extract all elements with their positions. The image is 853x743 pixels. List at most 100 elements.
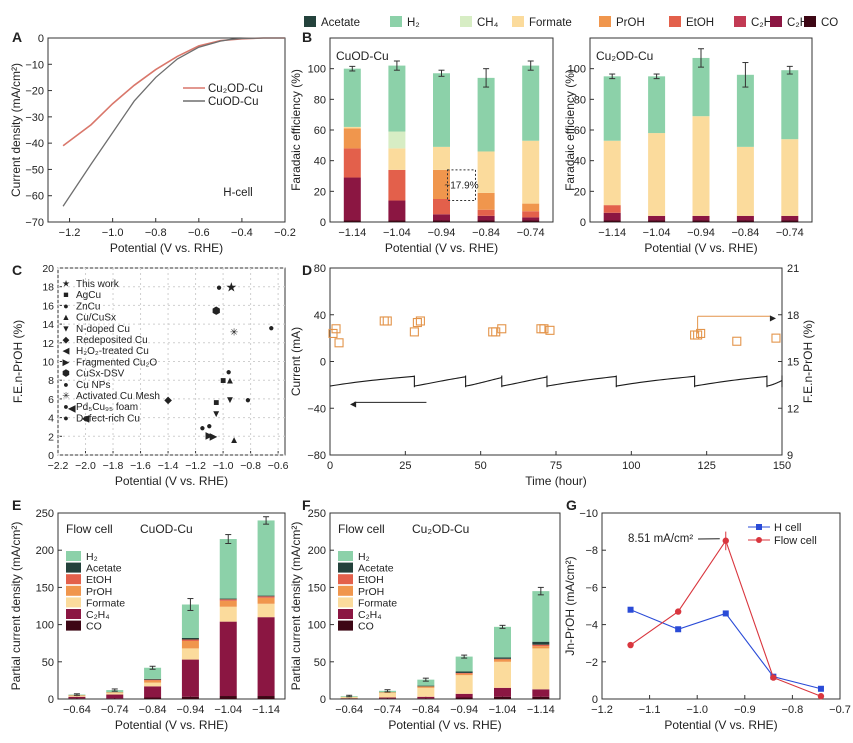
legend-label: CO [86, 621, 102, 633]
x-tick-label: −0.9 [734, 704, 756, 716]
legend-marker-0: ★ [62, 279, 70, 289]
x-tick-label: 25 [399, 460, 411, 472]
bar-segment [340, 696, 358, 699]
x-tick-label: −1.0 [102, 227, 124, 239]
bar-segment [736, 220, 754, 222]
legend-swatch [338, 597, 353, 608]
bar-segment [781, 215, 799, 221]
bar-segment [219, 598, 237, 600]
y-tick-label: 0 [320, 694, 326, 706]
fe-point [732, 336, 742, 346]
x-tick-label: −1.04 [643, 227, 671, 239]
bar-segment [219, 606, 237, 622]
y-tick-label: 0 [592, 694, 598, 706]
bar-segment [603, 205, 621, 213]
y-tick-label: 6 [48, 394, 54, 406]
bar-segment [417, 686, 435, 688]
bar-segment [379, 698, 396, 699]
x-tick-label: −1.1 [639, 704, 661, 716]
y-tick-label: 20 [574, 186, 586, 198]
x-tick-label: −2.2 [48, 460, 69, 472]
bar-segment [417, 679, 435, 686]
bar-segment [106, 693, 124, 695]
current-trace [616, 375, 695, 387]
x-tick-label: −0.64 [335, 704, 363, 716]
fe-point [536, 324, 546, 334]
bar-segment [181, 640, 199, 649]
legend-marker-1: ■ [63, 290, 68, 300]
bar-segment [388, 65, 406, 132]
x-axis-label: Potential (V vs. RHE) [644, 241, 757, 255]
data-point: ● [226, 367, 232, 378]
chart-title: Cu₂OD-Cu [412, 522, 469, 536]
panel-a: −1.2 −1.0 −0.8 −0.6 −0.4 −0.2 0 −10 −20 −30 −40 −50… [9, 33, 296, 255]
x-tick-label: −1.14 [598, 227, 626, 239]
y-tick-label: −10 [579, 508, 598, 520]
y-tick-label: 150 [36, 582, 54, 594]
y2-tick-label: 9 [787, 450, 793, 462]
bar-segment [648, 133, 666, 216]
y-axis-label: Faradaic efficiency (%) [289, 69, 303, 191]
y-tick-label: −80 [307, 450, 326, 462]
top-legend: Acetate H₂ CH₄ Formate PrOH EtOH C₂H₆ C₂H₄ CO [304, 16, 838, 29]
y2-axis-label: F.E.n-PrOH (%) [801, 320, 815, 403]
bar-segment [417, 685, 435, 687]
x-tick-label: −0.74 [374, 704, 402, 716]
legend-label-3: Cu/CuSx [76, 313, 116, 324]
panel-label-G: G [566, 497, 577, 513]
x-tick-label: −0.6 [188, 227, 210, 239]
bar-segment [257, 595, 275, 597]
bar-segment [257, 696, 275, 699]
annotation: Flow cell [66, 522, 113, 536]
bar-segment [455, 675, 473, 694]
bar-segment [433, 199, 450, 215]
y-tick-label: −70 [25, 217, 44, 229]
legend-label-1: H₂ [407, 17, 420, 29]
x-tick-label: −1.14 [252, 704, 280, 716]
y-tick-label: 12 [42, 338, 54, 350]
bar-segment [343, 177, 361, 221]
x-axis-label: Potential (V vs. RHE) [115, 474, 228, 488]
legend-swatch [66, 620, 81, 631]
y-axis-label: Jn-PrOH (mA/cm²) [563, 556, 577, 655]
bar-segment [68, 698, 86, 699]
legend-swatch [66, 562, 81, 573]
legend-swatch-7 [770, 16, 782, 27]
y-tick-label: 60 [574, 125, 586, 137]
legend-swatch [338, 574, 353, 585]
y-tick-label: 100 [308, 620, 326, 632]
bar-segment [455, 656, 473, 672]
bar-segment [781, 139, 799, 216]
y2-tick-label: 21 [787, 263, 799, 275]
legend-label: H₂ [358, 551, 370, 563]
panel-c: −2.2 −2.0 −1.8 −1.6 −1.4 −1.2 −1.0 −0.8 −0.6 0 2 4 6… [11, 263, 289, 488]
bar-segment [522, 217, 540, 221]
x-tick-label: −0.94 [450, 704, 478, 716]
legend-label: H₂ [86, 551, 98, 563]
bar-segment [388, 169, 406, 201]
bar-segment [532, 648, 550, 690]
legend-swatch-8 [804, 16, 816, 27]
bar-segment [343, 126, 361, 129]
data-point: ✳ [230, 328, 238, 339]
y-tick-label: −8 [585, 545, 598, 557]
chart-title: CuOD-Cu [140, 522, 193, 536]
bar-segment [692, 215, 710, 221]
legend-label-5: Redeposited Cu [76, 335, 148, 346]
series-line-1 [62, 37, 285, 207]
bar-segment [181, 696, 199, 699]
fe-point [328, 328, 338, 339]
data-point [722, 610, 729, 617]
bar-segment [494, 696, 511, 699]
data-point [674, 608, 682, 615]
data-point: ▼ [225, 395, 235, 406]
bar-segment [106, 692, 124, 694]
data-point: ▶ [205, 430, 213, 441]
bar-segment [477, 209, 495, 216]
fe-point [488, 327, 498, 337]
bar-segment [532, 696, 550, 699]
legend-swatch [338, 585, 353, 596]
legend-label-7: Fragmented Cu₂O [76, 357, 157, 368]
panel-label-A: A [12, 29, 22, 45]
legend-marker-5: ◆ [63, 335, 70, 345]
